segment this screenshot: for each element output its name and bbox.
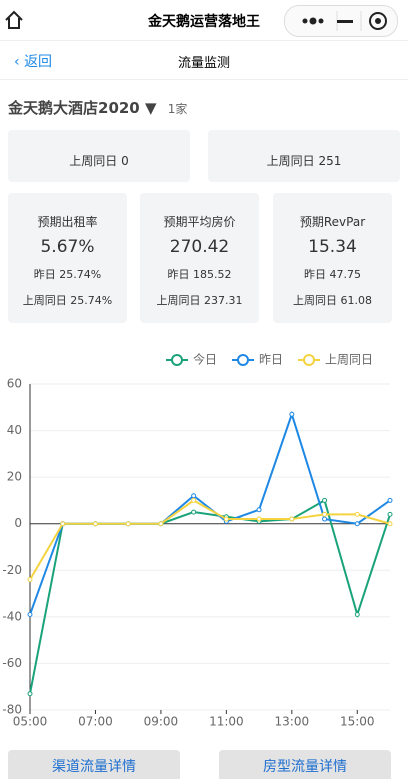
legend-label: 今日 [193, 352, 217, 367]
card-last-week: 上周同日 25.74% [22, 294, 113, 307]
card-title: 预期平均房价 [163, 215, 236, 229]
x-tick-label: 15:00 [340, 715, 375, 729]
card-value: 15.34 [308, 237, 357, 257]
point [223, 516, 229, 522]
nav-bar: ‹ 返回 流量监测 [0, 41, 408, 80]
hotel-selector[interactable]: 金天鹅大酒店2020 ▼ 1家 [8, 99, 188, 117]
button[interactable]: 房型流量详情 [219, 750, 391, 779]
point [60, 521, 66, 527]
title-bar: 金天鹅运营落地王 [0, 0, 408, 41]
card: 上周同日 251 [208, 130, 400, 182]
point [158, 521, 164, 527]
card-title: 预期出租率 [37, 215, 98, 229]
point [191, 497, 197, 503]
card-last-week: 上周同日 61.08 [293, 294, 372, 307]
point [27, 612, 33, 618]
series-line [29, 498, 391, 694]
card-last-week: 上周同日 237.31 [156, 294, 243, 307]
card: 预期出租率 5.67% 昨日 25.74% 上周同日 25.74% [8, 193, 127, 323]
hotel-count: 1家 [167, 102, 188, 116]
card-value: 270.42 [169, 237, 230, 257]
point [322, 516, 328, 522]
card-title: 预期RevPar [299, 215, 366, 229]
point [322, 497, 328, 503]
series-line [29, 499, 391, 581]
point [289, 411, 295, 417]
y-tick-label: -40 [2, 609, 22, 623]
card-last-week: 上周同日 0 [69, 154, 129, 168]
y-tick-label: -60 [2, 656, 22, 670]
card-last-week: 上周同日 251 [266, 154, 342, 168]
hotel-name[interactable]: 金天鹅大酒店2020 [8, 99, 140, 117]
point [256, 507, 262, 513]
card: 预期平均房价 270.42 昨日 185.52 上周同日 237.31 [140, 193, 259, 323]
point [256, 516, 262, 522]
card-value: 5.67% [40, 237, 95, 257]
y-tick-label: 20 [7, 470, 22, 484]
card-yesterday: 昨日 185.52 [167, 268, 232, 281]
y-tick-label: -20 [2, 563, 22, 577]
home-icon[interactable] [4, 10, 24, 30]
point [387, 511, 393, 517]
card-yesterday: 昨日 47.75 [304, 268, 361, 281]
button[interactable]: 渠道流量详情 [8, 750, 180, 779]
card: 预期RevPar 15.34 昨日 47.75 上周同日 61.08 [273, 193, 392, 323]
point [125, 521, 131, 527]
point [92, 521, 98, 527]
point [27, 691, 33, 697]
back-text[interactable]: 返回 [24, 54, 53, 70]
legend-marker [237, 354, 249, 366]
y-tick-label: 0 [14, 516, 22, 530]
point [191, 493, 197, 499]
capsule[interactable] [284, 5, 398, 37]
back-button[interactable]: ‹ 返回 [14, 54, 53, 70]
chart: -80 -60 -40 -20 0 20 40 60 05:00 07:00 09:00 11:00 1… [2, 352, 393, 729]
y-tick-label: 60 [7, 377, 22, 391]
legend-label: 昨日 [259, 353, 283, 367]
x-tick-label: 11:00 [209, 715, 244, 729]
x-tick-label: 13:00 [275, 715, 310, 729]
point [27, 577, 33, 583]
legend-marker [303, 354, 315, 366]
x-tick-label: 07:00 [78, 715, 113, 729]
card: 上周同日 0 [8, 130, 190, 182]
legend-marker [171, 354, 183, 366]
point [354, 521, 360, 527]
y-tick-label: -80 [2, 703, 22, 717]
legend-label: 上周同日 [325, 353, 373, 367]
point [387, 497, 393, 503]
point [289, 516, 295, 522]
x-tick-label: 09:00 [144, 715, 179, 729]
x-tick-label: 05:00 [13, 715, 48, 729]
point [354, 511, 360, 517]
point [354, 612, 360, 618]
point [191, 509, 197, 515]
app-title: 金天鹅运营落地王 [148, 14, 260, 30]
y-tick-label: 40 [7, 423, 22, 437]
point [387, 521, 393, 527]
page-title: 流量监测 [177, 56, 230, 71]
card-yesterday: 昨日 25.74% [33, 268, 102, 281]
point [322, 511, 328, 517]
